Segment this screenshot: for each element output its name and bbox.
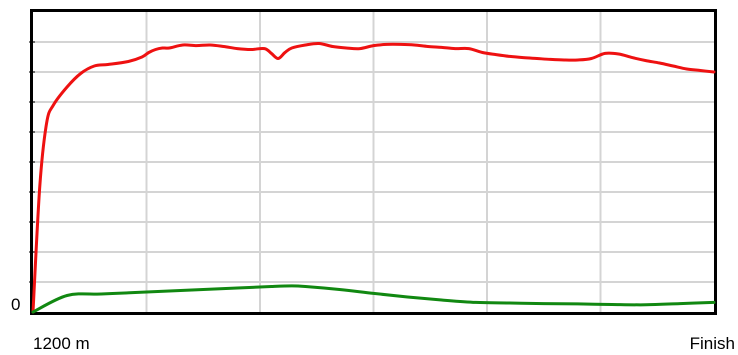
x-tick-label-start: 1200 m bbox=[33, 334, 90, 353]
tick-labels: 0 1200 m Finish bbox=[11, 295, 735, 353]
grid bbox=[29, 12, 714, 312]
series-layer bbox=[31, 41, 716, 314]
y-tick-label-0: 0 bbox=[11, 295, 20, 314]
series-line-0 bbox=[31, 41, 716, 314]
series-line-1 bbox=[31, 284, 716, 314]
plot-frame bbox=[30, 9, 717, 315]
x-tick-label-finish: Finish bbox=[690, 334, 735, 353]
